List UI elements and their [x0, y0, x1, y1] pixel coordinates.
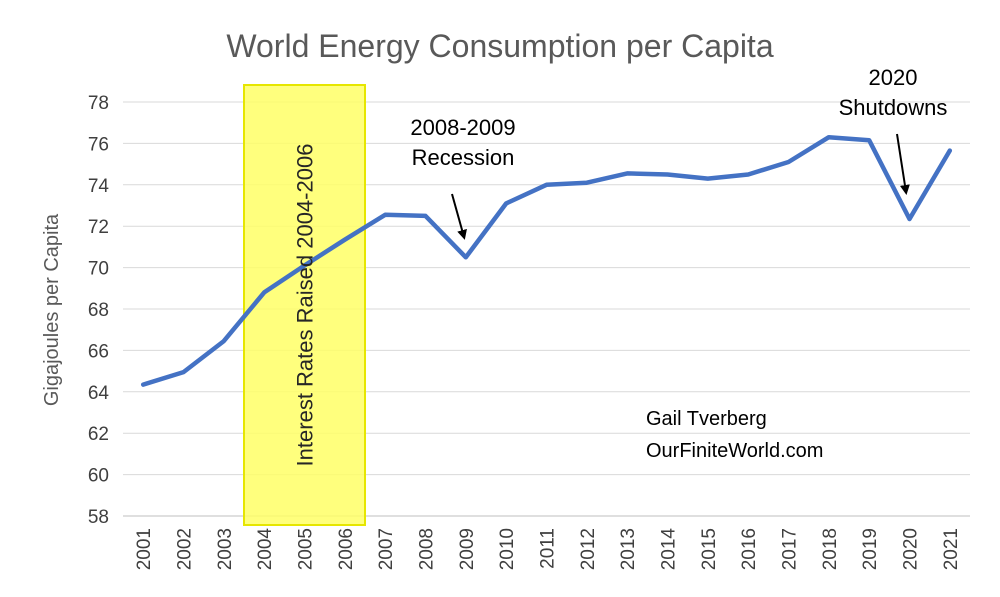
credit: Gail Tverberg OurFiniteWorld.com: [646, 408, 823, 462]
x-axis-ticks: 2001 2002 2003 2004 2005 2006 2007 2008 2009 2010…: [134, 528, 962, 571]
y-tick-label: 58: [88, 507, 109, 528]
y-tick-label: 72: [88, 217, 109, 238]
x-tick-label: 2020: [901, 528, 922, 570]
y-tick-label: 60: [88, 466, 109, 487]
x-tick-label: 2009: [457, 528, 478, 570]
y-tick-label: 64: [88, 383, 110, 404]
x-tick-label: 2011: [538, 528, 559, 569]
x-tick-label: 2017: [780, 528, 801, 570]
annotation-arrow: [896, 133, 910, 195]
highlight-band: [243, 84, 366, 526]
x-tick-label: 2007: [376, 528, 397, 570]
y-tick-label: 76: [88, 134, 109, 155]
y-tick-label: 70: [88, 259, 109, 280]
x-tick-label: 2015: [699, 528, 720, 570]
y-tick-label: 74: [88, 176, 110, 197]
x-tick-label: 2003: [215, 528, 236, 570]
x-tick-label: 2021: [941, 528, 962, 570]
highlight-band-label-group: Interest Rates Raised 2004-2006: [293, 144, 318, 467]
chart-title: World Energy Consumption per Capita: [226, 28, 773, 64]
highlight-band-label: Interest Rates Raised 2004-2006: [293, 144, 318, 467]
x-tick-label: 2005: [296, 528, 317, 570]
x-tick-label: 2013: [618, 528, 639, 570]
credit-line: OurFiniteWorld.com: [646, 440, 823, 462]
x-tick-label: 2002: [175, 528, 196, 570]
x-tick-label: 2012: [578, 528, 599, 570]
y-tick-label: 68: [88, 300, 109, 321]
x-tick-label: 2006: [336, 528, 357, 570]
series: [140, 134, 953, 387]
annotations: 2008-2009 Recession 2020 Shutdowns: [410, 65, 948, 240]
annotation-text: Shutdowns: [839, 95, 948, 120]
annotation-text: Recession: [412, 145, 515, 170]
y-tick-label: 78: [88, 93, 109, 114]
y-axis-label: Gigajoules per Capita: [41, 213, 63, 406]
x-tick-label: 2018: [820, 528, 841, 570]
x-tick-label: 2016: [739, 528, 760, 570]
highlight-band-rect: [243, 84, 366, 526]
x-tick-label: 2004: [255, 528, 276, 571]
credit-line: Gail Tverberg: [646, 408, 767, 430]
x-tick-label: 2008: [417, 528, 438, 570]
annotation-arrow: [451, 193, 467, 240]
y-tick-label: 62: [88, 424, 109, 445]
y-axis-ticks: 58 60 62 64 66 68 70 72 74 76 78: [88, 93, 110, 528]
x-tick-label: 2014: [659, 528, 680, 571]
x-tick-label: 2019: [860, 528, 881, 570]
annotation-text: 2008-2009: [410, 115, 515, 140]
y-tick-label: 66: [88, 341, 109, 362]
annotation-text: 2020: [869, 65, 918, 90]
x-tick-label: 2001: [134, 528, 155, 570]
x-tick-label: 2010: [497, 528, 518, 570]
